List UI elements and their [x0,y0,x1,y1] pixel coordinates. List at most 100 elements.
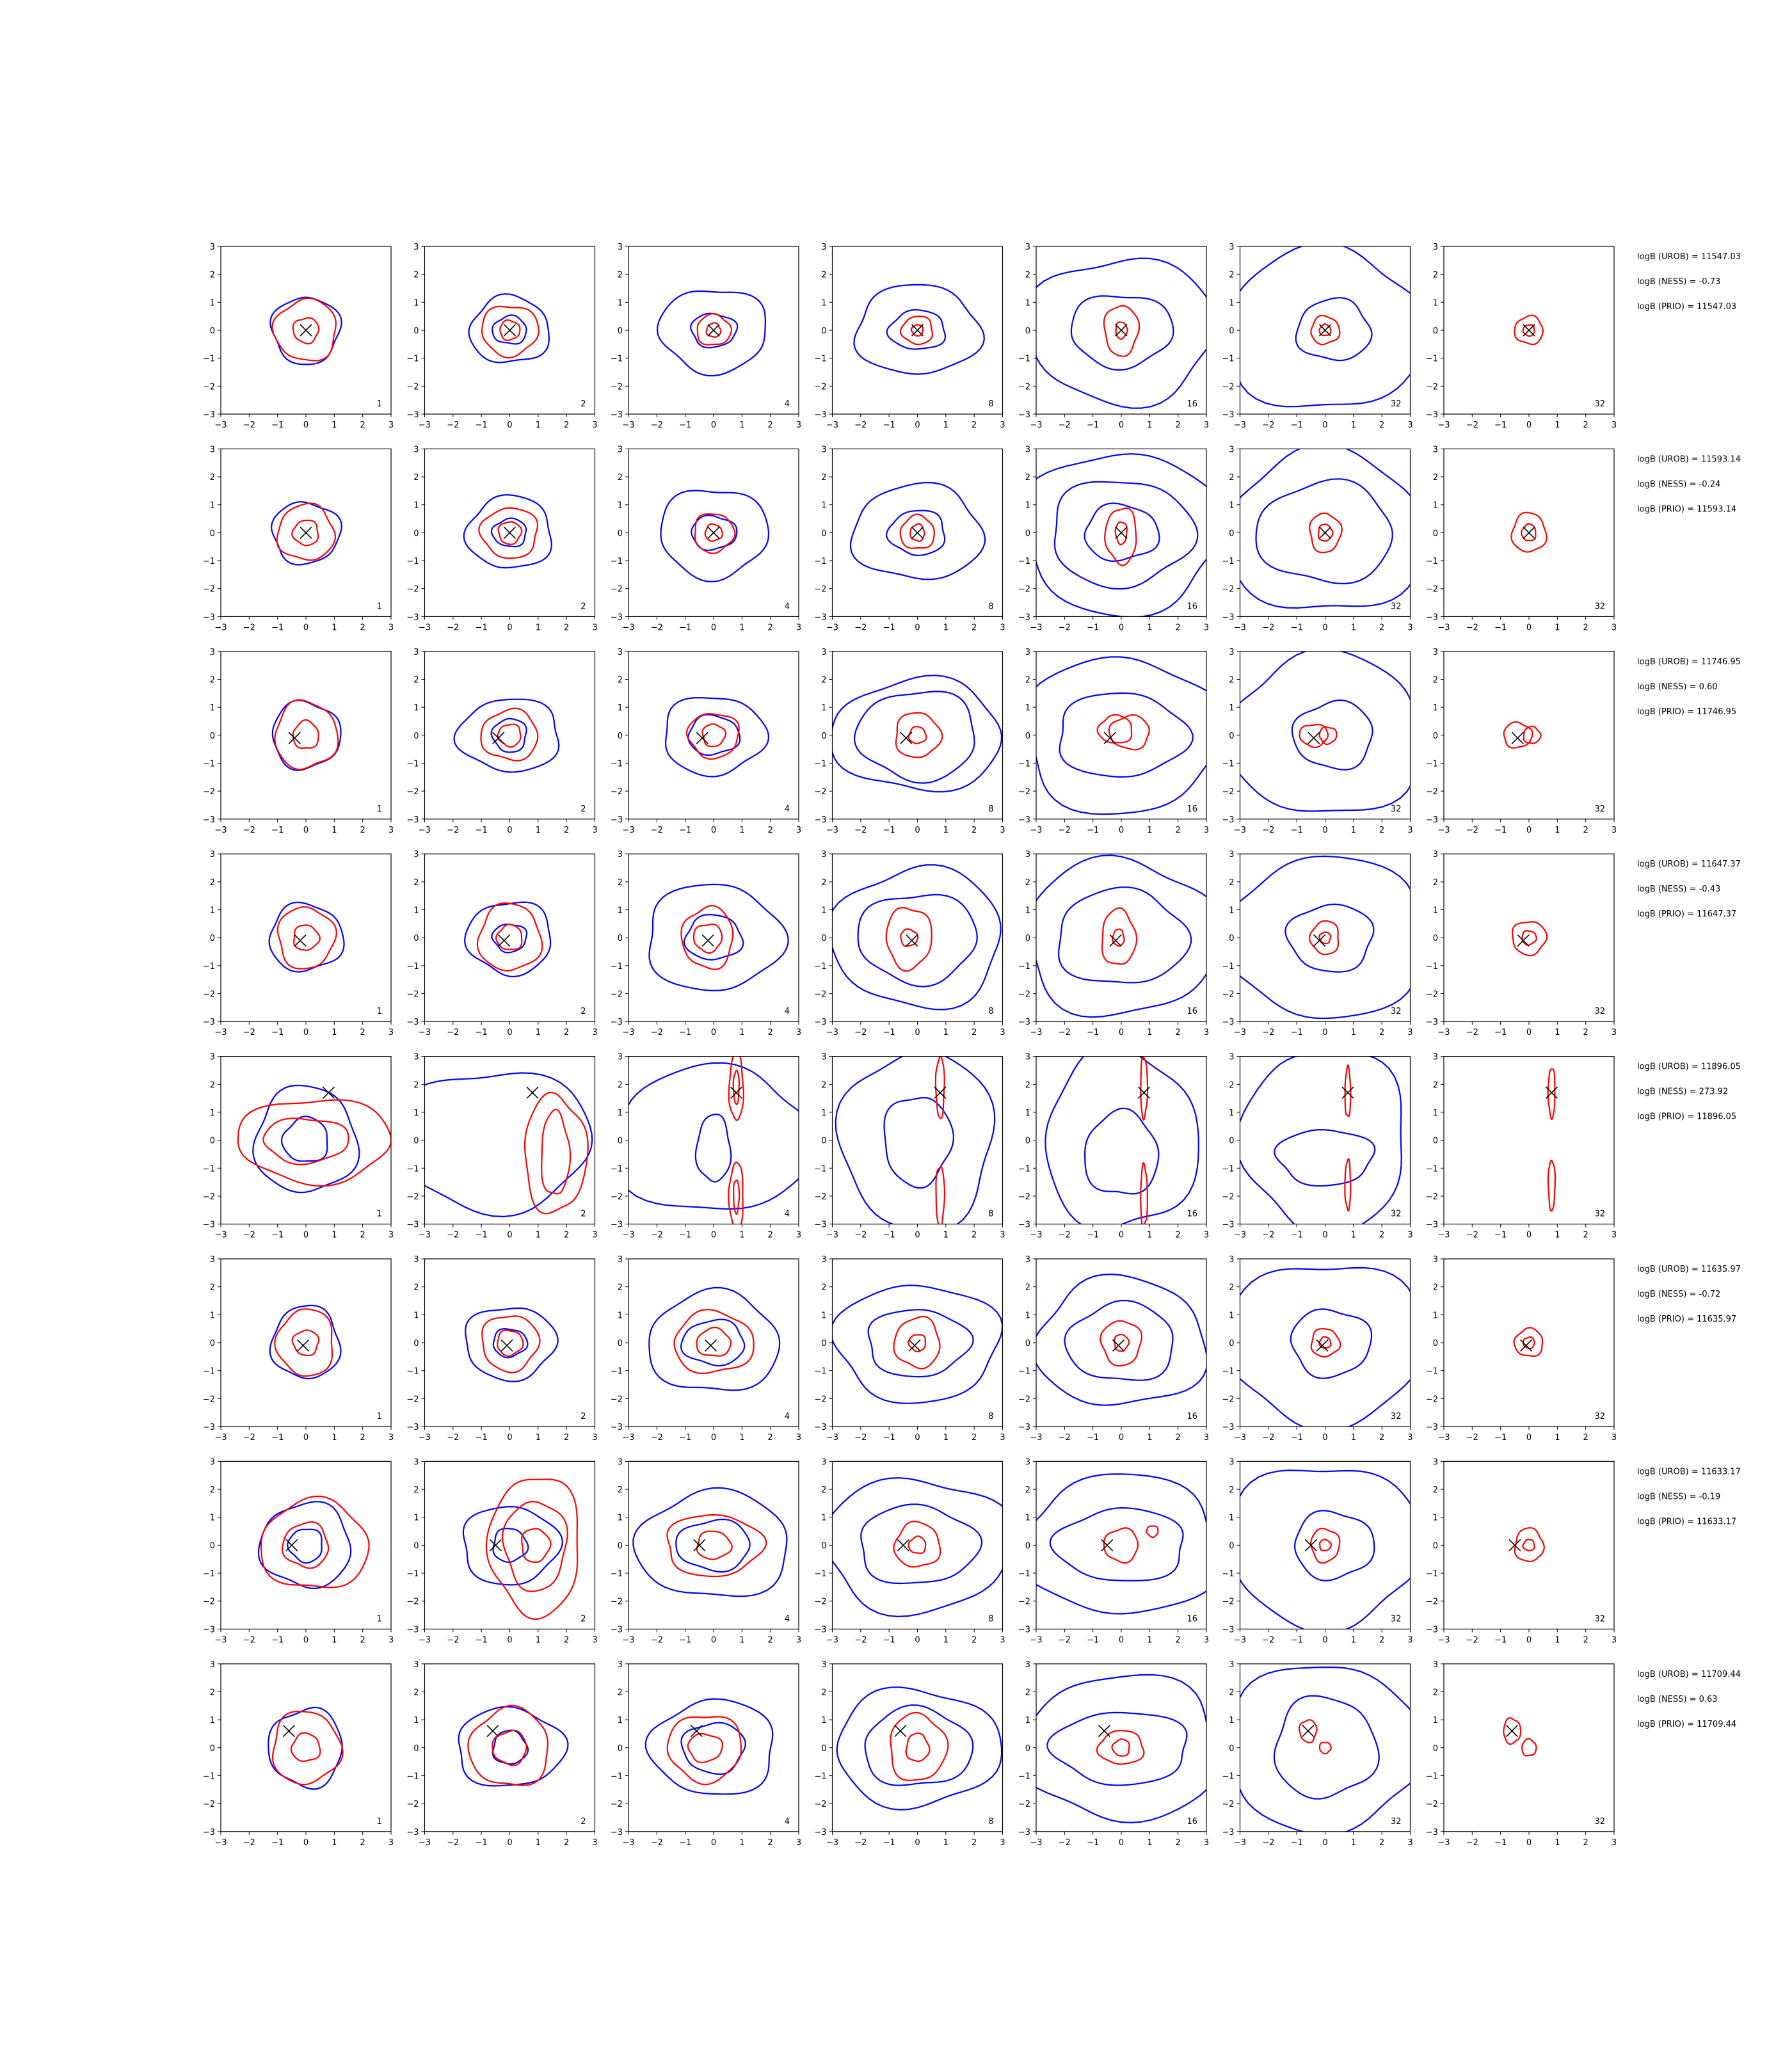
axes-frame [628,651,799,820]
logb-annotation: logB (PRIO) = 11896.05 [1637,1112,1736,1122]
panel-number-label: 1 [377,1817,382,1827]
y-tick-label: −3 [1018,815,1030,825]
x-tick-label: −1 [476,1231,488,1240]
x-tick-label: 3 [1000,420,1005,430]
y-tick-label: 1 [821,906,826,916]
red-contour [666,1716,742,1786]
red-contour [1318,931,1332,945]
y-tick-label: −1 [406,1772,419,1781]
y-tick-label: 2 [1229,1283,1234,1293]
panel-r4-c3: −3−3 −2 −2 −1 −1 0 0 1 1 2 2 3 3 4 [611,850,801,1037]
y-tick-label: 3 [618,850,623,860]
x-tick-label: 0 [1526,623,1532,632]
red-contour [481,1315,541,1373]
x-tick-label: −3 [826,420,838,430]
red-contour [893,1315,941,1370]
y-tick-label: −2 [203,990,215,1000]
y-tick-label: 2 [1229,878,1234,888]
plot-area [1036,854,1206,1018]
panel-number-label: 32 [1594,602,1605,611]
x-tick-label: 2 [1583,1028,1588,1037]
y-tick-label: 3 [821,243,826,252]
blue-contour [1255,478,1393,584]
y-tick-label: 2 [210,878,215,888]
marker-x [1341,1086,1354,1099]
marker-x [911,526,924,539]
y-tick-label: 2 [1433,878,1438,888]
logb-annotation: logB (UROB) = 11746.95 [1637,657,1741,667]
x-tick-label: 0 [303,826,308,835]
blue-contour [835,1056,996,1224]
x-tick-label: 1 [1351,1433,1356,1443]
x-tick-label: 2 [564,1635,569,1645]
y-tick-label: −1 [406,962,419,972]
blue-contour [644,1698,774,1795]
y-tick-label: 1 [210,1716,215,1725]
red-contour [893,1521,941,1568]
panel-r4-c2: −3−3 −2 −2 −1 −1 0 0 1 1 2 2 3 3 2 [406,850,597,1037]
y-tick-label: −3 [1222,410,1234,420]
x-tick-label: 3 [388,1838,394,1848]
y-tick-label: −3 [611,815,623,825]
x-tick-label: −1 [1494,1635,1507,1645]
panel-r6-c1: −3−3 −2 −2 −1 −1 0 0 1 1 2 2 3 3 1 [203,1255,394,1443]
panel-number-label: 32 [1391,1210,1402,1219]
x-tick-label: −3 [1437,1635,1450,1645]
y-tick-label: 3 [1025,648,1030,657]
x-tick-label: −1 [271,420,284,430]
panel-number-label: 4 [785,1007,790,1016]
blue-contour [268,901,345,973]
red-contour [1309,512,1343,554]
panel-number-label: 1 [377,804,382,814]
x-tick-label: −3 [419,1433,431,1443]
panel-r1-c1: −3−3 −2 −2 −1 −1 0 0 1 1 2 2 3 3 1 [203,243,394,430]
x-tick-label: 1 [943,1433,948,1443]
x-tick-label: 0 [303,623,308,632]
axes-frame [628,1663,799,1832]
x-tick-label: 1 [332,420,337,430]
y-tick-label: 0 [618,1137,623,1146]
x-tick-label: 3 [1407,1838,1412,1848]
red-contour [497,521,523,545]
x-tick-label: 2 [360,1433,365,1443]
y-tick-label: 2 [413,878,419,888]
x-tick-label: −1 [679,1838,691,1848]
x-tick-label: −3 [419,1635,431,1645]
red-contour [1520,523,1537,541]
x-tick-label: −2 [1262,826,1274,835]
logb-annotation: logB (NESS) = -0.24 [1637,479,1720,489]
x-tick-label: −3 [1030,1838,1042,1848]
panel-r7-c2: −3−3 −2 −2 −1 −1 0 0 1 1 2 2 3 3 2 [406,1457,597,1645]
blue-contour [280,1116,328,1162]
panel-r4-c4: −3−3 −2 −2 −1 −1 0 0 1 1 2 2 3 3 8 [814,850,1005,1037]
y-tick-label: 3 [821,648,826,657]
x-tick-label: 0 [303,1433,308,1443]
panel-number-label: 1 [377,1614,382,1624]
x-tick-label: −3 [622,420,634,430]
x-tick-label: 0 [1119,420,1124,430]
y-tick-label: 3 [413,445,419,454]
blue-contour [268,1706,343,1790]
y-tick-label: 1 [618,501,623,511]
x-tick-label: −3 [826,826,838,835]
y-tick-label: 1 [413,501,419,511]
red-contour [1310,1328,1341,1358]
y-tick-label: −1 [1426,1367,1438,1377]
y-tick-label: 0 [821,732,826,741]
y-tick-label: −2 [406,585,419,595]
x-tick-label: 3 [1612,1635,1617,1645]
x-tick-label: 3 [388,420,394,430]
logb-annotation: logB (NESS) = -0.43 [1637,884,1720,894]
y-tick-label: 2 [1025,878,1030,888]
panel-number-label: 16 [1187,602,1197,611]
x-tick-label: 0 [915,420,920,430]
plot-area [853,284,985,375]
y-tick-label: −1 [406,557,419,566]
x-tick-label: 3 [1204,826,1209,835]
axes-frame [1443,1055,1615,1225]
blue-contour [1290,1308,1373,1379]
y-tick-label: 3 [210,445,215,454]
x-tick-label: 1 [1555,1028,1560,1037]
plot-area [1240,449,1411,609]
y-tick-label: 3 [618,445,623,454]
